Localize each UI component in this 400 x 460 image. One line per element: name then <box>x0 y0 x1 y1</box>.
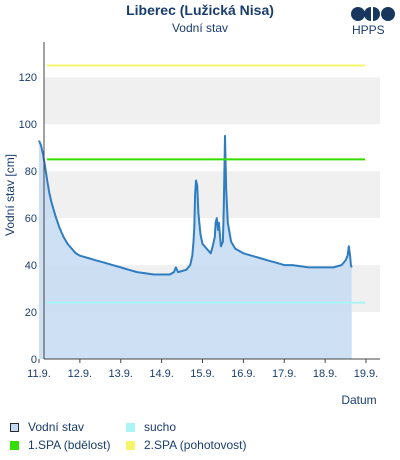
y-tick-label: 80 <box>25 166 37 178</box>
grid-band <box>44 42 380 78</box>
x-axis-label: Datum <box>341 393 376 407</box>
x-tick-label: 17.9. <box>272 368 296 380</box>
legend-swatch <box>10 440 19 450</box>
y-tick-label: 0 <box>31 354 37 366</box>
chart-subtitle: Vodní stav <box>171 21 229 35</box>
x-tick-label: 18.9. <box>313 368 337 380</box>
legend-label: 1.SPA (bdělost) <box>28 438 111 452</box>
y-tick-label: 100 <box>19 119 37 131</box>
legend-item: 1.SPA (bdělost) <box>10 438 111 452</box>
threshold-lines <box>47 64 365 304</box>
series-line <box>38 134 353 276</box>
legend-label: sucho <box>144 420 177 434</box>
legend-label: Vodní stav <box>28 420 85 434</box>
chart-title: Liberec (Lužická Nisa) <box>126 2 274 18</box>
legend-label: 2.SPA (pohotovost) <box>144 438 247 452</box>
x-tick-label: 15.9. <box>190 368 214 380</box>
y-tick-label: 20 <box>25 307 37 319</box>
x-tick-label: 12.9. <box>68 368 92 380</box>
legend: Vodní stav sucho 1.SPA (bdělost) 2.SPA (poh… <box>0 414 400 460</box>
legend-swatch <box>126 422 135 432</box>
legend-swatch <box>126 440 135 450</box>
axes <box>43 42 380 360</box>
y-tick-labels: 0 20 40 60 80 100 120 <box>19 72 37 366</box>
legend-item: Vodní stav <box>10 420 84 434</box>
x-tick-label: 14.9. <box>149 368 173 380</box>
x-tick-label: 13.9. <box>109 368 133 380</box>
x-tick-label: 11.9. <box>27 368 51 380</box>
logo-text: HPPS <box>352 23 385 37</box>
water-level-chart: 0 20 40 60 80 100 120 11.9. 12.9. 13.9. 14.9. 15.9… <box>3 42 380 407</box>
x-tick-label: 16.9. <box>231 368 255 380</box>
grid-band <box>44 124 380 172</box>
legend-item: 2.SPA (pohotovost) <box>126 438 247 452</box>
legend-swatch <box>10 422 19 432</box>
y-tick-label: 60 <box>25 213 37 225</box>
y-tick-label: 40 <box>25 260 37 272</box>
x-tick-label: 19.9. <box>354 368 378 380</box>
legend-item: sucho <box>126 420 176 434</box>
grid-band <box>44 77 380 125</box>
x-tick-labels: 11.9. 12.9. 13.9. 14.9. 15.9. 16.9. 17.9. 18.9.… <box>27 359 378 380</box>
y-tick-label: 120 <box>19 72 37 84</box>
grid-band <box>44 171 380 219</box>
y-axis-label: Vodní stav [cm] <box>3 154 17 236</box>
hpps-logo-icon <box>351 7 395 21</box>
